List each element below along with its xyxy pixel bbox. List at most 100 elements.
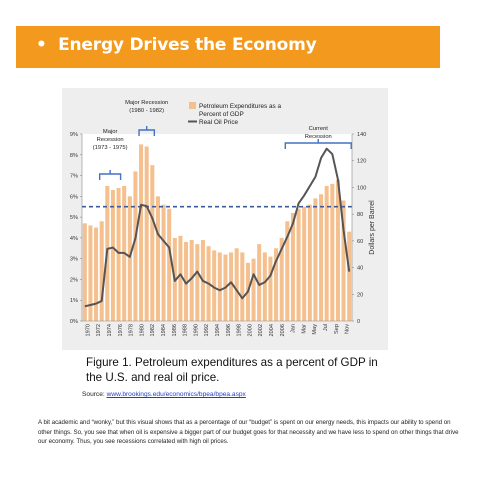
bar-gdp-pct — [257, 244, 262, 321]
bar-gdp-pct — [217, 252, 222, 321]
bar-gdp-pct — [82, 223, 87, 321]
x-tick-label: 2000 — [247, 324, 253, 336]
legend-swatch-bars — [189, 102, 196, 109]
bar-gdp-pct — [150, 165, 155, 321]
bar-gdp-pct — [99, 221, 104, 321]
x-tick-label: 1992 — [204, 324, 210, 336]
petroleum-gdp-chart: 0% 1% 2% 3% 4% 5% 6% 7% 8% 9% 0 20 40 60 80 100 120 140 Do… — [62, 88, 388, 350]
source-link[interactable]: www.brookings.edu/economics/bpea/bpea.as… — [106, 391, 246, 398]
slide-title: Energy Drives the Economy — [58, 35, 317, 55]
y-right-tick-label: 20 — [357, 292, 363, 298]
y-left-tick-label: 0% — [70, 319, 78, 325]
bar-gdp-pct — [110, 190, 115, 321]
bar-gdp-pct — [184, 242, 189, 321]
recession-label: Recession — [305, 134, 332, 140]
x-tick-label: 1998 — [237, 324, 243, 336]
x-tick-label: 1978 — [129, 324, 135, 336]
bar-gdp-pct — [127, 196, 132, 321]
bar-gdp-pct — [116, 188, 121, 321]
y-left-tick-label: 5% — [70, 215, 78, 221]
bar-gdp-pct — [307, 204, 312, 321]
x-tick-label: May — [312, 324, 318, 335]
bar-gdp-pct — [133, 171, 138, 321]
y-right-tick-label: 100 — [357, 185, 366, 191]
bar-gdp-pct — [313, 198, 318, 321]
bar-gdp-pct — [330, 183, 335, 321]
y-right-tick-label: 0 — [357, 319, 360, 325]
y-left-tick-label: 8% — [70, 153, 78, 159]
legend-label-line: Real Oil Price — [199, 119, 239, 126]
bar-gdp-pct — [262, 252, 267, 321]
x-tick-label: 2004 — [269, 324, 275, 336]
bar-gdp-pct — [302, 206, 307, 321]
series-line-real-oil-price — [84, 147, 351, 308]
y-right-tick-label: 140 — [357, 132, 366, 138]
y-left-tick-label: 9% — [70, 132, 78, 138]
y-right-tick-label: 80 — [357, 212, 363, 218]
x-tick-label: 1996 — [226, 324, 232, 336]
x-tick-label: Mar — [301, 324, 307, 334]
source-line: Source: www.brookings.edu/economics/bpea… — [82, 391, 246, 398]
bar-gdp-pct — [94, 227, 99, 321]
x-tick-label: 1994 — [215, 324, 221, 336]
bar-gdp-pct — [290, 212, 295, 321]
x-tick-label: 1980 — [139, 324, 145, 336]
bar-gdp-pct — [324, 185, 329, 321]
bar-gdp-pct — [155, 196, 160, 321]
bar-gdp-pct — [88, 225, 93, 321]
bar-gdp-pct — [285, 221, 290, 321]
recession-label: (1980 - 1982) — [129, 108, 164, 114]
y-left-tick-label: 7% — [70, 174, 78, 180]
bar-gdp-pct — [139, 144, 144, 321]
slide-title-text: • Energy Drives the Economy — [36, 35, 317, 55]
recession-label: (1973 - 1975) — [93, 145, 128, 151]
recession-label: Major Recession — [125, 100, 168, 106]
bar-gdp-pct — [268, 256, 273, 321]
x-tick-label: 1988 — [183, 324, 189, 336]
bar-gdp-pct — [161, 204, 166, 321]
x-tick-label: Sep — [334, 324, 340, 334]
x-tick-label: 1990 — [193, 324, 199, 336]
recession-label: Major — [103, 129, 118, 135]
bar-gdp-pct — [240, 252, 245, 321]
y-right-tick-label: 120 — [357, 159, 366, 165]
bar-gdp-pct — [144, 146, 149, 321]
x-tick-label: 1986 — [172, 324, 178, 336]
title-banner: • Energy Drives the Economy — [16, 26, 440, 68]
bar-gdp-pct — [167, 208, 172, 321]
y-left-tick-label: 3% — [70, 257, 78, 263]
bar-gdp-pct — [189, 239, 194, 321]
recession-label: Recession — [97, 137, 124, 143]
x-tick-label: 1976 — [118, 324, 124, 336]
y-left-tick-label: 2% — [70, 277, 78, 283]
bar-gdp-pct — [212, 250, 217, 321]
x-tick-label: 2006 — [280, 324, 286, 336]
bar-gdp-pct — [229, 252, 234, 321]
x-tick-label: Jan — [291, 324, 297, 333]
bar-gdp-pct — [279, 237, 284, 321]
source-label: Source: — [82, 391, 107, 398]
legend-label-bars-line2: Percent of GDP — [199, 111, 244, 118]
bar-gdp-pct — [195, 244, 200, 321]
bar-gdp-pct — [296, 208, 301, 321]
bar-gdp-pct — [251, 258, 256, 321]
bar-gdp-pct — [274, 248, 279, 321]
x-tick-label: 1982 — [150, 324, 156, 336]
x-tick-label: 2002 — [258, 324, 264, 336]
y-right-tick-label: 60 — [357, 239, 363, 245]
bar-gdp-pct — [335, 179, 340, 321]
x-tick-label: Jul — [323, 324, 329, 331]
bar-gdp-pct — [234, 248, 239, 321]
y-left-tick-label: 4% — [70, 236, 78, 242]
y-right-axis-label: Dollars per Barrel — [369, 200, 376, 255]
legend-label-bars: Petroleum Expenditures as a — [199, 103, 282, 110]
bar-gdp-pct — [178, 235, 183, 321]
y-left-tick-label: 6% — [70, 194, 78, 200]
x-tick-label: 1984 — [161, 324, 167, 336]
bar-gdp-pct — [341, 200, 346, 321]
y-right-tick-label: 40 — [357, 266, 363, 272]
recession-label: Current — [309, 126, 329, 132]
x-tick-label: Nov — [345, 324, 351, 334]
x-tick-label: 1974 — [107, 324, 113, 336]
body-paragraph: A bit academic and “wonky,” but this vis… — [38, 419, 459, 446]
